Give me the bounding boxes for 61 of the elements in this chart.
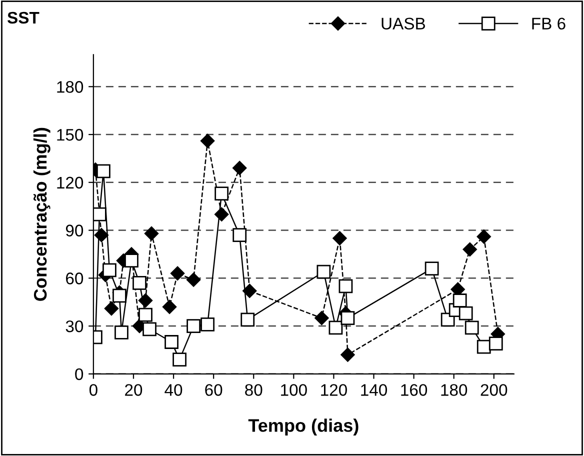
y-tick-label: 180 [57,81,84,93]
point [102,263,116,278]
point [142,322,156,336]
point [232,160,247,176]
point [240,312,255,327]
point [242,284,257,298]
x-tick-label: 20 [125,384,142,396]
point [186,272,201,287]
x-tick-label: 140 [361,384,388,396]
point [200,134,215,148]
legend-label: FB 6 [532,18,566,30]
point [138,308,152,322]
point [214,207,229,222]
x-tick-label: 160 [401,384,428,396]
point [332,231,347,246]
x-axis-title: Tempo (dias) [248,418,358,436]
point [96,164,110,178]
point [164,335,178,349]
x-tick-label: 200 [480,384,508,396]
y-tick-label: 90 [66,224,84,236]
point [124,254,138,268]
x-tick-label: 100 [281,384,307,396]
point [214,186,229,201]
x-tick-label: 40 [164,384,182,396]
point [232,228,247,242]
x-tick-label: 80 [245,384,262,396]
point [186,319,200,333]
point [464,320,479,335]
chart-title: SST [7,12,40,24]
y-tick-label: 150 [57,128,84,141]
x-tick-label: 0 [89,384,98,396]
point [452,294,467,308]
x-tick-label: 60 [205,384,222,396]
point [104,301,119,316]
y-tick-label: 60 [66,272,84,284]
x-tick-label: 180 [441,384,468,396]
point [314,310,329,326]
point [462,242,477,257]
y-tick-label: 120 [57,176,84,189]
point [340,311,355,326]
point [114,325,128,340]
point [338,279,353,294]
x-tick-label: 120 [321,384,347,396]
point [340,348,355,362]
point [170,266,185,280]
point [172,352,186,366]
point [200,318,215,332]
point [144,226,159,241]
point [132,276,146,290]
point [488,336,503,351]
point [328,320,343,335]
point [458,306,473,320]
point [112,288,126,303]
y-tick-label: 0 [75,368,84,380]
y-axis-title: Concentração (mg/l) [33,128,50,301]
legend-label: UASB [382,18,426,30]
point [162,300,177,314]
point [424,262,439,276]
y-tick-label: 30 [66,320,84,332]
point [476,230,491,244]
point [316,264,331,279]
